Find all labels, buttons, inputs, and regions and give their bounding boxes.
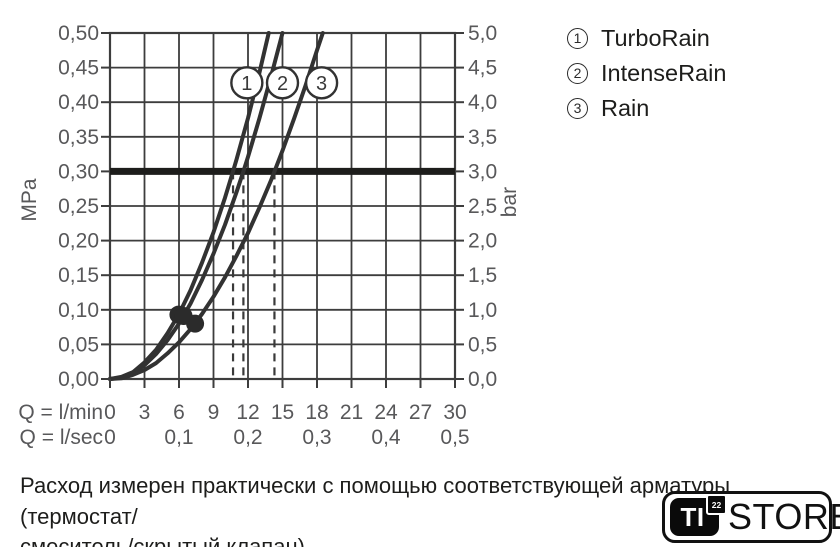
svg-text:0: 0 [104, 426, 116, 449]
curve-marker-2-icon [265, 66, 300, 100]
svg-text:0,0: 0,0 [468, 368, 497, 391]
svg-text:30: 30 [443, 401, 466, 424]
svg-text:0,1: 0,1 [164, 426, 193, 449]
svg-text:3,0: 3,0 [468, 160, 497, 183]
legend-item-intenserain: 2 IntenseRain [567, 59, 727, 86]
svg-text:1,0: 1,0 [468, 299, 497, 322]
x-axis-lmin-labels: 0 3 6 9 12 15 18 21 24 27 30 [104, 401, 467, 424]
svg-text:24: 24 [374, 401, 398, 424]
svg-text:0,30: 0,30 [58, 160, 99, 183]
legend-marker-2-icon: 2 [567, 62, 588, 84]
svg-text:0,05: 0,05 [58, 333, 99, 356]
ti-logo-mark-icon: TI 22 [670, 494, 727, 536]
svg-text:0,40: 0,40 [58, 91, 99, 114]
svg-text:0,5: 0,5 [468, 333, 497, 356]
x-axis-lmin-unit: Q = l/min [18, 401, 103, 424]
curve-intenserain [108, 31, 285, 381]
svg-text:0,35: 0,35 [58, 126, 99, 149]
legend-label-turborain: TurboRain [601, 24, 710, 51]
svg-text:0,00: 0,00 [58, 368, 99, 391]
legend-item-turborain: 1 TurboRain [567, 24, 726, 51]
measurement-note: Расход измерен практически с помощью соо… [20, 471, 835, 547]
measurement-note-line1: Расход измерен практически с помощью соо… [20, 473, 731, 529]
svg-text:3,5: 3,5 [468, 126, 497, 149]
curves [108, 31, 325, 381]
legend-item-rain: 3 Rain [567, 94, 726, 121]
svg-text:12: 12 [236, 401, 259, 424]
legend-label-rain: Rain [601, 94, 650, 121]
x-axis-lsec-labels: 0 0,1 0,2 0,3 0,4 0,5 [104, 426, 469, 449]
svg-text:4,0: 4,0 [468, 91, 497, 114]
svg-text:0,50: 0,50 [58, 22, 99, 45]
svg-text:5,0: 5,0 [468, 22, 497, 45]
svg-text:0,10: 0,10 [58, 299, 99, 322]
curve-markers: 1 2 3 [230, 66, 339, 100]
x-axis-lsec-unit: Q = l/sec [20, 426, 103, 449]
svg-text:9: 9 [208, 401, 220, 424]
svg-text:15: 15 [271, 401, 294, 424]
ti-store-logo: TI 22 STORE [662, 491, 840, 543]
svg-text:0: 0 [104, 401, 116, 424]
svg-text:0,20: 0,20 [58, 230, 99, 253]
svg-text:2,0: 2,0 [468, 230, 497, 253]
svg-text:0,2: 0,2 [233, 426, 262, 449]
svg-text:3: 3 [139, 401, 151, 424]
svg-text:0,4: 0,4 [371, 426, 401, 449]
y-axis-right-unit: bar [498, 187, 521, 217]
y-axis-left-labels: 0,50 0,45 0,40 0,35 0,30 0,25 0,20 0,15 0,10 0,05… [58, 22, 99, 391]
y-axis-left-unit: MPa [18, 178, 41, 222]
svg-text:6: 6 [173, 401, 185, 424]
svg-text:18: 18 [305, 401, 328, 424]
curve-marker-3-icon [304, 66, 339, 100]
svg-text:3: 3 [316, 73, 327, 95]
svg-text:27: 27 [409, 401, 432, 424]
svg-text:0,15: 0,15 [58, 264, 99, 287]
svg-text:0,25: 0,25 [58, 195, 99, 218]
legend-marker-1-icon: 1 [567, 27, 588, 49]
flow-pressure-chart: 1 2 30,500,450,400,350,300,250,200,150,100… [18, 22, 521, 449]
y-axis-right-labels: 5,0 4,5 4,0 3,5 3,0 2,5 2,0 1,5 1,0 0,5 0,0 [468, 22, 497, 391]
legend-label-intenserain: IntenseRain [601, 59, 727, 86]
axis-ticks [101, 32, 464, 388]
svg-text:4,5: 4,5 [468, 57, 497, 80]
svg-text:0,5: 0,5 [440, 426, 469, 449]
svg-text:0,3: 0,3 [302, 426, 331, 449]
svg-text:21: 21 [340, 401, 363, 424]
svg-text:2: 2 [277, 73, 288, 95]
measurement-note-line2: смеситель/скрытый клапан). [20, 534, 312, 547]
svg-text:0,45: 0,45 [58, 57, 99, 80]
operating-points [169, 305, 205, 333]
svg-text:1: 1 [241, 73, 252, 95]
curve-marker-1-icon [230, 66, 264, 100]
ti-logo-superscript: 22 [706, 494, 727, 515]
legend: 1 TurboRain 2 IntenseRain 3 Rain [567, 24, 727, 131]
svg-text:2,5: 2,5 [468, 195, 497, 218]
curve-rain [108, 31, 325, 381]
svg-text:1,5: 1,5 [468, 264, 497, 287]
ti-store-wordmark: STORE [728, 496, 840, 537]
ti-logo-text: TI [680, 501, 705, 532]
legend-marker-3-icon: 3 [567, 97, 588, 119]
